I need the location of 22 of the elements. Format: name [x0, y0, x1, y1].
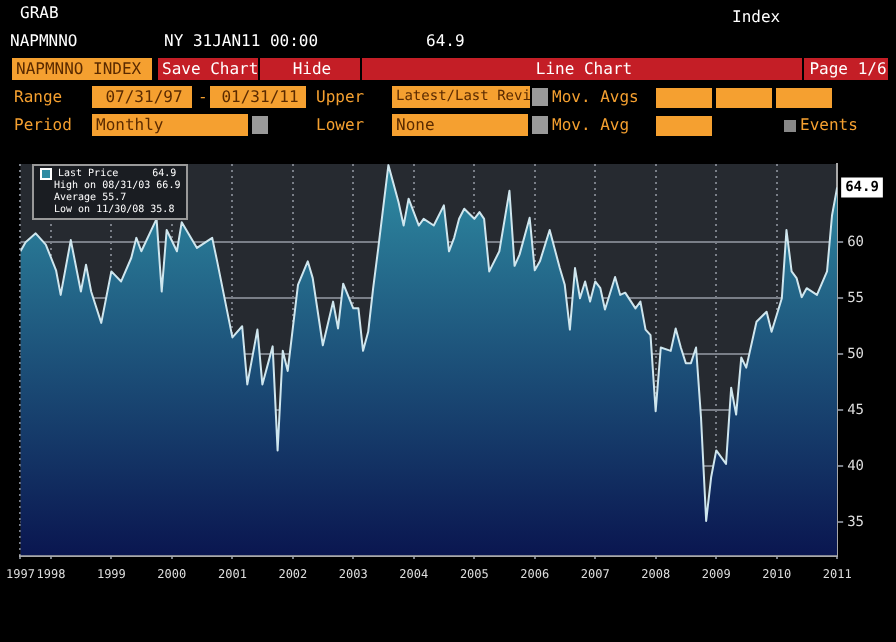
text: Mov. Avg: [552, 114, 630, 136]
text: Period: [14, 114, 72, 136]
text: None: [392, 114, 528, 136]
text: Save Chart: [158, 58, 259, 80]
text: Page 1/6: [804, 58, 888, 80]
text: Mov. Avgs: [552, 86, 639, 108]
text: -: [198, 86, 208, 108]
text: NAPMNNO: [10, 30, 78, 52]
text: 07/31/97: [92, 86, 192, 108]
text: Line Chart: [362, 58, 802, 80]
text: NY 31JAN11 00:00: [164, 30, 319, 52]
text: Lower: [316, 114, 365, 136]
text: 01/31/11: [210, 86, 306, 108]
text: Hide: [260, 58, 360, 80]
text: Upper: [316, 86, 365, 108]
text: GRAB: [20, 2, 59, 24]
text: NAPMNNO INDEX: [12, 58, 152, 80]
text: Index: [732, 6, 781, 28]
text: Events: [800, 114, 858, 136]
text: Range: [14, 86, 63, 108]
text: 64.9: [426, 30, 465, 52]
text: Monthly: [92, 114, 248, 136]
